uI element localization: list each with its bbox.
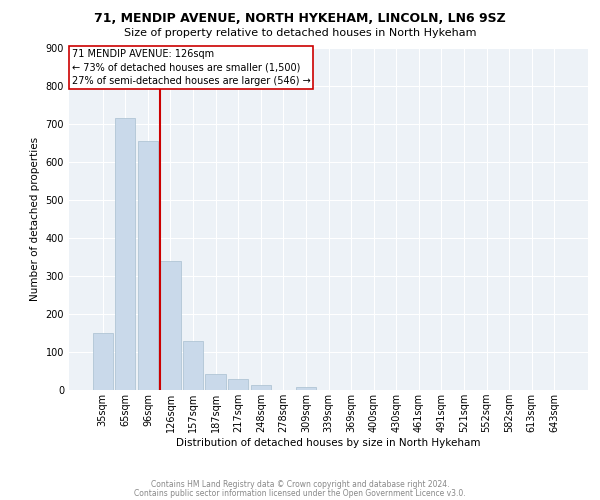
Text: Contains HM Land Registry data © Crown copyright and database right 2024.: Contains HM Land Registry data © Crown c… xyxy=(151,480,449,489)
Text: 71 MENDIP AVENUE: 126sqm
← 73% of detached houses are smaller (1,500)
27% of sem: 71 MENDIP AVENUE: 126sqm ← 73% of detach… xyxy=(71,49,310,86)
Bar xyxy=(251,386,271,390)
Bar xyxy=(228,380,248,390)
Bar xyxy=(138,140,158,390)
Bar xyxy=(160,260,181,390)
Bar xyxy=(115,118,136,390)
Y-axis label: Number of detached properties: Number of detached properties xyxy=(30,136,40,301)
Bar xyxy=(205,374,226,390)
Text: Contains public sector information licensed under the Open Government Licence v3: Contains public sector information licen… xyxy=(134,488,466,498)
Bar xyxy=(92,333,113,390)
X-axis label: Distribution of detached houses by size in North Hykeham: Distribution of detached houses by size … xyxy=(176,438,481,448)
Bar xyxy=(296,387,316,390)
Text: 71, MENDIP AVENUE, NORTH HYKEHAM, LINCOLN, LN6 9SZ: 71, MENDIP AVENUE, NORTH HYKEHAM, LINCOL… xyxy=(94,12,506,26)
Text: Size of property relative to detached houses in North Hykeham: Size of property relative to detached ho… xyxy=(124,28,476,38)
Bar xyxy=(183,340,203,390)
